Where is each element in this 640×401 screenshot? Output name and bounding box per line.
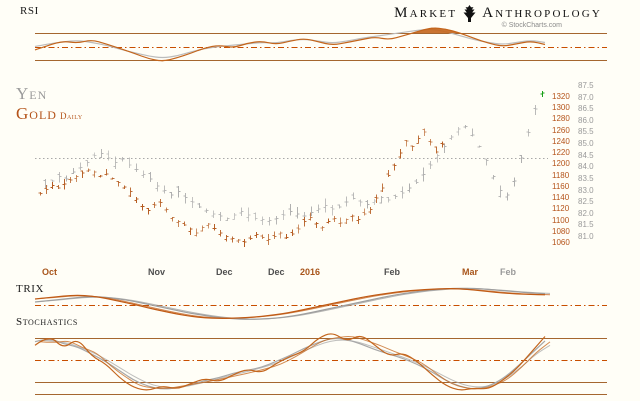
gold-axis-tick: 1160 — [552, 181, 570, 191]
gold-axis-tick: 1180 — [552, 170, 570, 180]
gold-axis-tick: 1240 — [552, 136, 570, 146]
trix-gold-line — [34, 287, 546, 320]
rsi-gold-line — [34, 27, 546, 62]
trix-yen-signal-line — [39, 288, 551, 320]
x-axis-label: Dec — [268, 267, 285, 277]
x-axis-label: Feb — [500, 267, 517, 277]
gold-axis-tick: 1080 — [552, 226, 570, 236]
trix-gold-signal-line — [39, 288, 551, 319]
stoch-yen-signal-line — [39, 339, 551, 389]
gold-axis-tick: 1220 — [552, 148, 570, 158]
gold-axis-tick: 1060 — [552, 238, 570, 247]
trix-panel-label: TRIX — [16, 283, 45, 295]
yen-axis-tick: 82.0 — [578, 208, 594, 218]
yen-axis-tick: 86.5 — [578, 104, 594, 114]
stoch-yen-line — [34, 337, 546, 390]
gold-axis-tick: 1140 — [552, 193, 570, 203]
gold-axis-tick: 1320 — [552, 92, 570, 101]
gold-axis-tick: 1200 — [552, 159, 570, 169]
yen-axis-tick: 87.5 — [578, 81, 594, 90]
x-axis-label: Feb — [384, 267, 401, 277]
yen-axis-tick: 85.0 — [578, 139, 594, 149]
yen-axis-tick: 87.0 — [578, 92, 594, 102]
x-axis-label: Oct — [42, 267, 58, 277]
gold-axis-tick: 1300 — [552, 103, 570, 113]
stochastics-panel-label: Stochastics — [16, 316, 78, 328]
gold-axis-tick: 1100 — [552, 215, 570, 225]
x-axis-label: 2016 — [300, 267, 321, 277]
x-axis-label: Nov — [148, 267, 166, 277]
logo-icon — [463, 5, 476, 22]
yen-axis-tick: 86.0 — [578, 115, 594, 125]
yen-axis-tick: 83.0 — [578, 185, 594, 195]
logo-market-text: Market — [394, 5, 458, 21]
yen-axis-tick: 83.5 — [578, 173, 594, 183]
x-axis-label: Mar — [462, 267, 479, 277]
stoch-gold-signal-line — [39, 336, 551, 390]
x-axis-label: Dec — [216, 267, 233, 277]
gold-axis-tick: 1260 — [552, 125, 570, 135]
yen-axis-tick: 84.0 — [578, 162, 594, 172]
stoch-gold-line — [34, 333, 546, 391]
yen-axis-tick: 85.5 — [578, 127, 594, 137]
yen-axis-tick: 81.5 — [578, 220, 594, 230]
yen-axis-tick: 81.0 — [578, 232, 594, 241]
gold-series-timeframe: Daily — [59, 111, 83, 121]
yen-axis-tick: 84.5 — [578, 150, 594, 160]
yen-series-label: Yen — [16, 84, 48, 103]
gold-series-label-text: Gold — [16, 104, 57, 123]
logo: Market Anthropology — [394, 5, 602, 22]
logo-anthropology-text: Anthropology — [482, 5, 602, 21]
gold-series-label: Gold Daily — [16, 104, 83, 124]
copyright: © StockCharts.com — [501, 22, 562, 29]
rsi-panel-label: RSI — [20, 5, 39, 17]
trix-yen-line — [34, 287, 546, 320]
gold-axis-tick: 1120 — [552, 204, 570, 214]
gold-axis-tick: 1280 — [552, 114, 570, 124]
rsi-extreme-fill — [412, 27, 460, 33]
yen-axis-tick: 82.5 — [578, 197, 594, 207]
